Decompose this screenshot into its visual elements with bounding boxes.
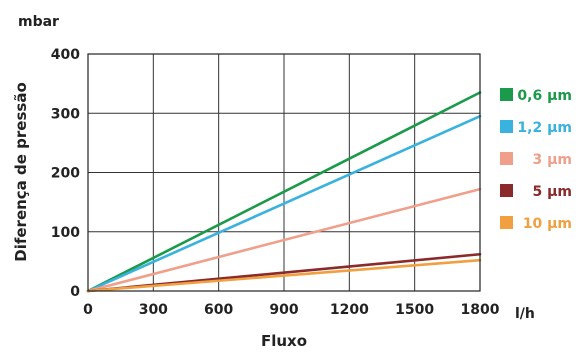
x-tick-label: 0 — [83, 302, 93, 318]
legend-label-0: 0,6 µm — [517, 88, 572, 104]
series-lines — [86, 91, 482, 293]
legend: 0,6 µm 1,2 µm 3 µm 5 µm 10 µm — [500, 88, 572, 232]
series-line-2 — [86, 187, 482, 293]
legend-swatch-1 — [500, 120, 513, 133]
y-tick-label: 200 — [51, 166, 80, 182]
x-tick-label: 1500 — [395, 302, 434, 318]
legend-label-4: 10 µm — [523, 216, 572, 232]
series-line-0 — [86, 91, 482, 293]
x-tick-labels: 0 300 600 900 1200 1500 1800 — [83, 302, 500, 318]
y-tick-label: 0 — [70, 284, 80, 300]
x-tick-label: 1200 — [330, 302, 369, 318]
x-tick-label: 300 — [139, 302, 168, 318]
x-tick-label: 600 — [204, 302, 233, 318]
legend-swatch-4 — [500, 216, 513, 229]
x-unit-label: l/h — [515, 306, 535, 322]
legend-label-3: 5 µm — [532, 184, 572, 200]
y-tick-label: 300 — [51, 106, 80, 122]
legend-swatch-3 — [500, 184, 513, 197]
y-tick-label: 100 — [51, 225, 80, 241]
legend-label-2: 3 µm — [532, 152, 572, 168]
y-unit-label: mbar — [18, 14, 59, 30]
x-tick-label: 1800 — [461, 302, 500, 318]
series-line-1 — [86, 114, 482, 293]
y-tick-labels: 0 100 200 300 400 — [51, 47, 80, 300]
y-axis-title: Diferença de pressão — [12, 82, 30, 262]
legend-label-1: 1,2 µm — [517, 120, 572, 136]
x-tick-label: 900 — [269, 302, 298, 318]
y-tick-label: 400 — [51, 47, 80, 63]
legend-swatch-2 — [500, 152, 513, 165]
legend-swatch-0 — [500, 88, 513, 101]
x-axis-title: Fluxo — [261, 332, 307, 350]
series-line-4 — [86, 258, 482, 293]
grid — [87, 53, 481, 292]
plot-frame — [87, 53, 481, 292]
